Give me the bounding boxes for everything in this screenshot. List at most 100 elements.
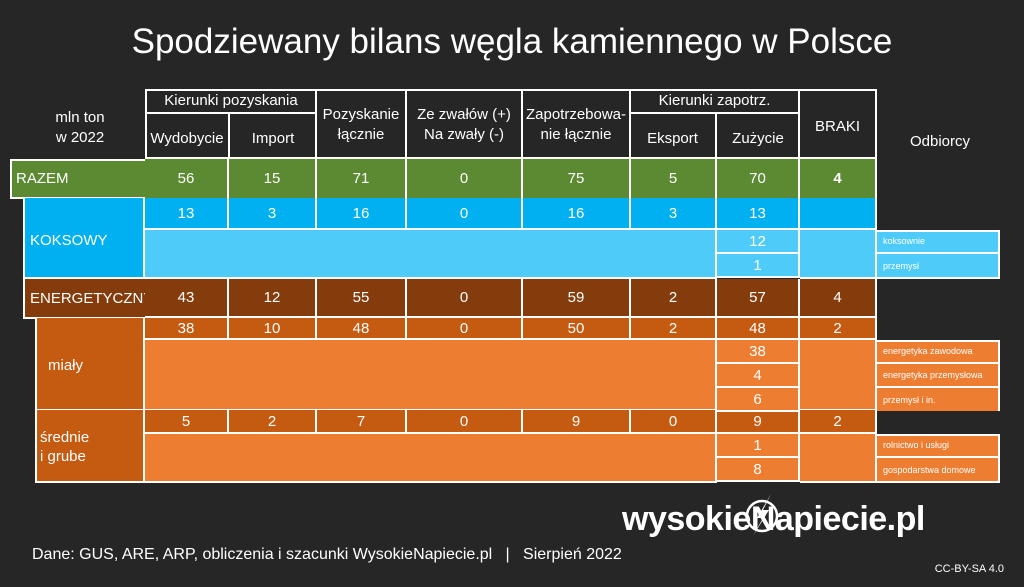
- odbiorca-value-cell: 6: [717, 388, 800, 412]
- value-cell: 9: [523, 410, 631, 434]
- value-cell: 0: [407, 318, 523, 340]
- value-cell: 48: [717, 318, 800, 340]
- header-zapotrzebowanie: Zapotrzebowa- nie łącznie: [521, 105, 631, 145]
- footer-source: Dane: GUS, ARE, ARP, obliczenia i szacun…: [32, 546, 622, 563]
- value-cell: 3: [229, 198, 317, 230]
- value-cell: 0: [407, 159, 523, 198]
- header-zwaly-l1: Ze zwałów (+): [417, 106, 511, 123]
- value-cell: 5: [631, 159, 717, 198]
- value-cell: 9: [717, 410, 800, 434]
- header-zwaly-l2: Na zwały (-): [423, 126, 504, 143]
- row-label-energetyczny: ENERGETYCZNY: [30, 290, 154, 307]
- value-cell: 50: [523, 318, 631, 340]
- value-cell: [800, 198, 877, 230]
- unit-label-line2: w 2022: [55, 129, 105, 146]
- koksowy-braki-fill: [800, 230, 877, 279]
- header-zapotrzebowanie-l1: Zapotrzebowa-: [525, 106, 627, 123]
- unit-label: mln ton w 2022: [40, 108, 120, 148]
- value-cell: 2: [229, 410, 317, 434]
- value-cell: 70: [717, 159, 800, 198]
- header-pozyskanie-l2: łącznie: [337, 126, 385, 143]
- unit-label-line1: mln ton: [55, 109, 105, 126]
- row-label-srednie-l2: i grube: [40, 448, 86, 465]
- chart-title: Spodziewany bilans węgla kamiennego w Po…: [131, 22, 893, 61]
- value-cell: 2: [631, 279, 717, 318]
- header-kierunki-pozyskania: Kierunki pozyskania: [164, 92, 298, 109]
- header-wydobycie: Wydobycie: [150, 130, 224, 147]
- odbiorca-name-label: energetyka zawodowa: [877, 340, 1000, 364]
- license-label: CC-BY-SA 4.0: [934, 563, 1004, 575]
- mialy-fill: [145, 340, 717, 411]
- koksowy-fill: [145, 230, 717, 279]
- value-cell: 57: [717, 279, 800, 318]
- value-cell: 0: [631, 410, 717, 434]
- value-cell: 56: [145, 159, 229, 198]
- value-cell: 7: [317, 410, 407, 434]
- row-label-mialy: miały: [48, 357, 84, 374]
- value-cell: 0: [407, 279, 523, 318]
- odbiorca-value-cell: 12: [717, 230, 800, 254]
- logo-bolt-n: N: [745, 494, 779, 539]
- odbiorca-value-cell: 4: [717, 364, 800, 388]
- logo-letter-n: N: [750, 500, 776, 538]
- value-cell: 38: [145, 318, 229, 340]
- odbiorca-name-label: przemysł i in.: [883, 395, 936, 405]
- header-eksport: Eksport: [647, 130, 698, 147]
- value-cell: 55: [317, 279, 407, 318]
- odbiorca-name-label: energetyka przemysłowa: [877, 364, 1000, 388]
- header-zwaly: Ze zwałów (+) Na zwały (-): [405, 105, 523, 145]
- odbiorca-value-cell: 1: [717, 254, 800, 278]
- value-cell: 13: [145, 198, 229, 230]
- band-mialy: [35, 318, 145, 411]
- odbiorca-name-label: rolnictwo i usługi: [877, 434, 1000, 458]
- header-kierunki-zapotrz: Kierunki zapotrz.: [658, 92, 771, 109]
- value-cell: 10: [229, 318, 317, 340]
- value-cell: 16: [523, 198, 631, 230]
- value-cell: 4: [800, 279, 877, 318]
- value-cell: 15: [229, 159, 317, 198]
- srednie-fill: [145, 434, 717, 483]
- header-braki: BRAKI: [814, 118, 860, 135]
- value-cell: 12: [229, 279, 317, 318]
- odbiorca-name-label: przemysł: [883, 261, 920, 271]
- row-label-koksowy: KOKSOWY: [30, 232, 108, 249]
- value-cell: 16: [317, 198, 407, 230]
- header-import: Import: [251, 130, 295, 147]
- brand-logo: wysokie Napiecie.pl: [622, 494, 925, 539]
- odbiorca-value-cell: 1: [717, 434, 800, 458]
- header-odbiorcy: Odbiorcy: [909, 133, 971, 150]
- value-cell: 0: [407, 410, 523, 434]
- odbiorcy-mialy-box: [877, 340, 1000, 411]
- odbiorcy-srednie-box: [877, 434, 1000, 483]
- header-pozyskanie: Pozyskanie łącznie: [315, 105, 407, 145]
- row-label-srednie: średnie i grube: [40, 428, 89, 466]
- mialy-braki-fill: [800, 340, 877, 411]
- band-srednie: [35, 410, 145, 483]
- value-cell: 48: [317, 318, 407, 340]
- odbiorca-value-cell: 8: [717, 458, 800, 482]
- srednie-braki-fill: [800, 434, 877, 483]
- value-cell: 2: [631, 318, 717, 340]
- value-cell: 43: [145, 279, 229, 318]
- value-cell: 75: [523, 159, 631, 198]
- value-cell: 13: [717, 198, 800, 230]
- odbiorcy-koksowy-box: [877, 230, 1000, 279]
- value-cell: 2: [800, 410, 877, 434]
- value-cell: 71: [317, 159, 407, 198]
- header-zapotrzebowanie-l2: nie łącznie: [540, 126, 612, 143]
- odbiorca-value-cell: 38: [717, 340, 800, 364]
- header-pozyskanie-l1: Pozyskanie: [322, 106, 400, 123]
- header-braki-box: [798, 89, 877, 159]
- row-label-srednie-l1: średnie: [40, 429, 90, 446]
- value-cell: 2: [800, 318, 877, 340]
- logo-text-left: wysokie: [622, 500, 751, 538]
- value-cell: 4: [800, 159, 877, 198]
- value-cell: 5: [145, 410, 229, 434]
- value-cell: 59: [523, 279, 631, 318]
- row-label-razem: RAZEM: [16, 170, 69, 187]
- value-cell: 0: [407, 198, 523, 230]
- logo-text-right: apiecie.pl: [774, 500, 925, 538]
- lightning-icon: [745, 494, 779, 536]
- band-koksowy: [23, 198, 145, 279]
- odbiorca-name-label: koksownie: [877, 230, 1000, 254]
